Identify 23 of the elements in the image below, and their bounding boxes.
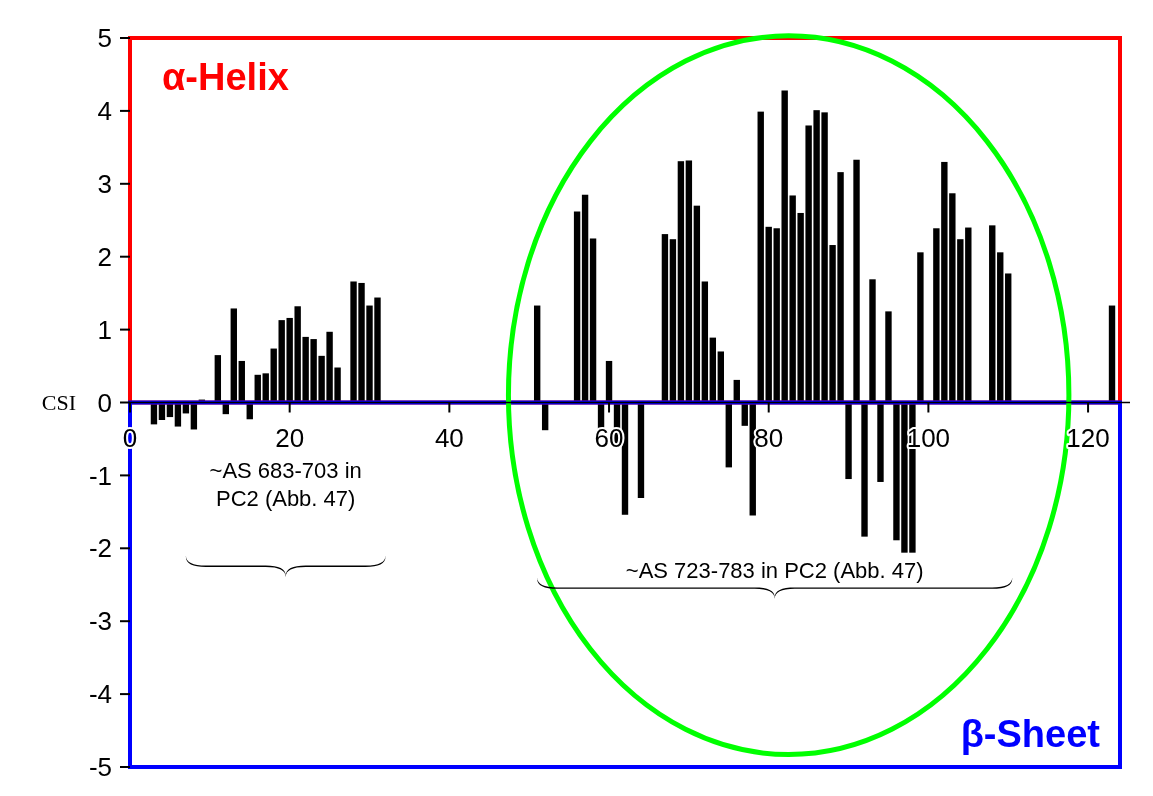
y-tick-label: 5: [97, 23, 112, 54]
y-tick-label: -1: [88, 460, 112, 491]
y-tick-label: -5: [88, 752, 112, 783]
bar: [637, 402, 645, 498]
x-tick-label: 20: [275, 422, 305, 453]
annotation: ~AS 683-703 in PC2 (Abb. 47): [209, 458, 362, 511]
y-tick-label: 4: [97, 96, 112, 126]
bar: [725, 402, 732, 468]
y-tick-label: -2: [88, 533, 112, 564]
y-tick-label: 0: [97, 387, 112, 418]
y-tick-label: 2: [97, 241, 112, 272]
y-tick-label: 1: [97, 314, 112, 345]
x-tick-label: 40: [434, 422, 464, 453]
bar: [845, 402, 852, 480]
y-tick-label: 3: [97, 168, 112, 199]
y-axis-title: CSI: [41, 390, 76, 416]
annotation: ~AS 723-783 in PC2 (Abb. 47): [625, 558, 924, 583]
y-tick-label: -3: [88, 606, 112, 637]
y-tick-label: -4: [88, 679, 112, 710]
bar: [861, 402, 868, 537]
annotation: β-Sheet: [960, 713, 1101, 755]
bar: [877, 402, 884, 482]
annotation: α-Helix: [162, 56, 289, 98]
